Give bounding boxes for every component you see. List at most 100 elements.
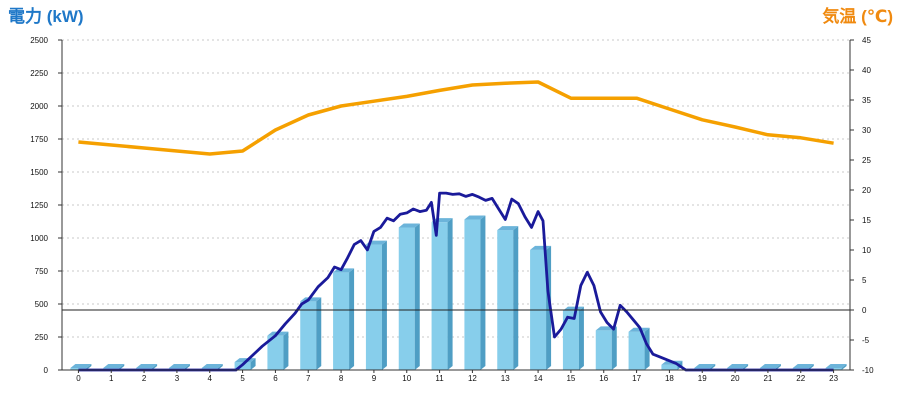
bar-top <box>201 364 223 368</box>
bar <box>497 226 519 370</box>
right-tick-label: 0 <box>862 306 867 315</box>
bar-side <box>447 218 453 370</box>
x-tick-label: 4 <box>208 374 213 383</box>
bar-top <box>103 364 125 368</box>
x-tick-label: 0 <box>76 374 81 383</box>
left-tick-label: 750 <box>35 267 49 276</box>
bar-top <box>727 364 749 368</box>
bar-top <box>825 364 847 368</box>
bar-side <box>513 226 519 370</box>
x-tick-label: 14 <box>534 374 543 383</box>
bar-face <box>497 230 514 370</box>
right-tick-label: 40 <box>862 66 871 75</box>
bar <box>398 223 420 370</box>
bar-face <box>267 335 284 370</box>
right-axis-title: 気温 (℃) <box>821 6 893 26</box>
bar-top <box>70 364 92 368</box>
bar-top <box>464 215 486 220</box>
x-tick-label: 11 <box>435 374 444 383</box>
x-tick-label: 7 <box>306 374 311 383</box>
left-tick-label: 1500 <box>30 168 48 177</box>
bar-face <box>595 330 612 370</box>
right-tick-label: 15 <box>862 216 871 225</box>
temperature-line <box>78 80 834 156</box>
right-tick-label: -10 <box>862 366 874 375</box>
left-tick-label: 1000 <box>30 234 48 243</box>
left-axis-title: 電力 (kW) <box>8 6 84 26</box>
bar-top <box>759 364 781 368</box>
bar <box>530 245 552 370</box>
bar-top <box>694 364 716 368</box>
right-tick-label: 5 <box>862 276 867 285</box>
right-tick-label: -5 <box>862 336 870 345</box>
bar-side <box>743 364 749 370</box>
bar-side <box>480 215 486 370</box>
bar <box>464 215 486 370</box>
left-tick-label: 2000 <box>30 102 48 111</box>
x-tick-label: 12 <box>468 374 477 383</box>
x-tick-label: 9 <box>372 374 377 383</box>
left-tick-label: 1750 <box>30 135 48 144</box>
bar <box>562 306 584 370</box>
bar-side <box>316 297 322 370</box>
bar-side <box>250 358 256 370</box>
x-tick-label: 23 <box>829 374 838 383</box>
bar-face <box>661 364 678 370</box>
right-tick-label: 45 <box>862 36 871 45</box>
right-tick-label: 25 <box>862 156 871 165</box>
bar-face <box>300 301 317 370</box>
bar-side <box>217 364 223 370</box>
bar <box>267 331 289 370</box>
x-tick-label: 1 <box>109 374 114 383</box>
x-tick-label: 15 <box>566 374 575 383</box>
bar <box>365 240 387 370</box>
bar-side <box>775 364 781 370</box>
bar-side <box>381 240 387 370</box>
power-line-series <box>78 191 834 372</box>
bar-side <box>86 364 92 370</box>
left-tick-label: 250 <box>35 333 49 342</box>
bar <box>628 327 650 370</box>
bar <box>300 297 322 370</box>
bar-side <box>152 364 158 370</box>
bar-face <box>398 227 415 370</box>
left-tick-label: 500 <box>35 300 49 309</box>
x-tick-label: 17 <box>632 374 641 383</box>
bar-face <box>628 331 645 370</box>
tick-labels: 02505007501000125015001750200022502500-1… <box>30 36 874 383</box>
bar-top <box>792 364 814 368</box>
bar <box>333 268 355 370</box>
x-tick-label: 21 <box>763 374 772 383</box>
bar <box>595 326 617 370</box>
bar-top <box>497 226 519 231</box>
right-tick-label: 10 <box>862 246 871 255</box>
bar-top <box>628 327 650 332</box>
bar-side <box>184 364 190 370</box>
x-tick-label: 8 <box>339 374 344 383</box>
power-line <box>78 191 834 372</box>
left-tick-label: 1250 <box>30 201 48 210</box>
bar-face <box>365 244 382 370</box>
bar-face <box>431 222 448 370</box>
bar-top <box>168 364 190 368</box>
bar-face <box>464 219 481 370</box>
bar-side <box>414 223 420 370</box>
x-tick-label: 20 <box>731 374 740 383</box>
bar-side <box>611 326 617 370</box>
x-tick-label: 2 <box>142 374 147 383</box>
bar-side <box>710 364 716 370</box>
left-tick-label: 2250 <box>30 69 48 78</box>
bar-side <box>349 268 355 370</box>
x-tick-label: 5 <box>240 374 245 383</box>
bar-top <box>136 364 158 368</box>
left-tick-label: 2500 <box>30 36 48 45</box>
x-tick-label: 16 <box>599 374 608 383</box>
x-tick-label: 18 <box>665 374 674 383</box>
grid-lines <box>62 39 850 338</box>
axes <box>58 39 854 373</box>
bar-side <box>841 364 847 370</box>
bar-top <box>398 223 420 228</box>
bar <box>431 218 453 370</box>
bar-side <box>119 364 125 370</box>
bar-face <box>333 272 350 370</box>
